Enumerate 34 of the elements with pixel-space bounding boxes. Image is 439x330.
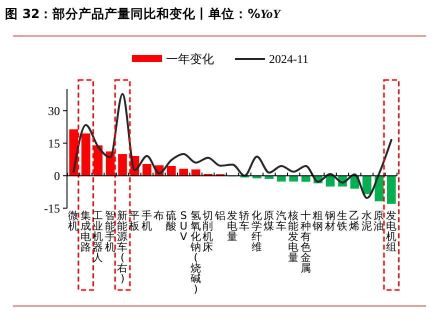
x-tick-label: 发电机组 [386, 210, 397, 254]
x-tick-label: SUV [180, 210, 188, 243]
x-tick-label: 汽车 [276, 210, 287, 232]
x-tick-label: 钢材 [324, 210, 336, 232]
legend-label: 2024-11 [269, 52, 309, 66]
y-tick-label: 30 [48, 104, 60, 118]
y-tick-label: 15 [48, 136, 60, 150]
x-tick-label: 平板 [128, 210, 140, 232]
x-tick-label: 集成电路 [80, 210, 92, 254]
x-tick-label: 生铁 [336, 209, 348, 232]
x-tick-label: 水泥 [361, 209, 372, 232]
x-tick-label: 工业机器人 [92, 210, 104, 264]
x-tick-label: 轿车 [239, 210, 250, 232]
y-tick-label: 0 [54, 168, 60, 183]
chart-title: 图 32：部分产品产量同比和变化丨单位：%YoY [5, 6, 282, 21]
x-tick-label: 化学纤维 [251, 210, 262, 254]
x-tick-label: 氢氧化钠(烧碱) [189, 210, 202, 296]
x-tick-label: 布 [154, 210, 165, 222]
x-tick-label: 原油 [374, 210, 385, 232]
x-tick-label: 乙烯 [349, 210, 360, 232]
x-tick-label: 微机 [68, 210, 80, 232]
x-tick-label: 智能手机 [104, 210, 116, 254]
x-tick-label: 发电量 [227, 210, 238, 243]
x-tick-label: 硫酸 [166, 209, 177, 232]
x-tick-label: 粗钢 [312, 210, 324, 232]
x-tick-label: 铝 [214, 210, 226, 222]
x-tick-label: 原煤 [264, 210, 275, 232]
x-tick-label: 十种有色金属 [300, 209, 312, 274]
x-tick-label: 新能源车(右) [117, 209, 128, 285]
legend-label: 一年变化 [166, 52, 214, 66]
x-tick-label: 切削机床 [202, 209, 214, 254]
y-tick-label: -15 [44, 201, 60, 216]
x-tick-label: 手机 [141, 209, 152, 232]
x-tick-label: 核能发电量 [287, 209, 300, 264]
